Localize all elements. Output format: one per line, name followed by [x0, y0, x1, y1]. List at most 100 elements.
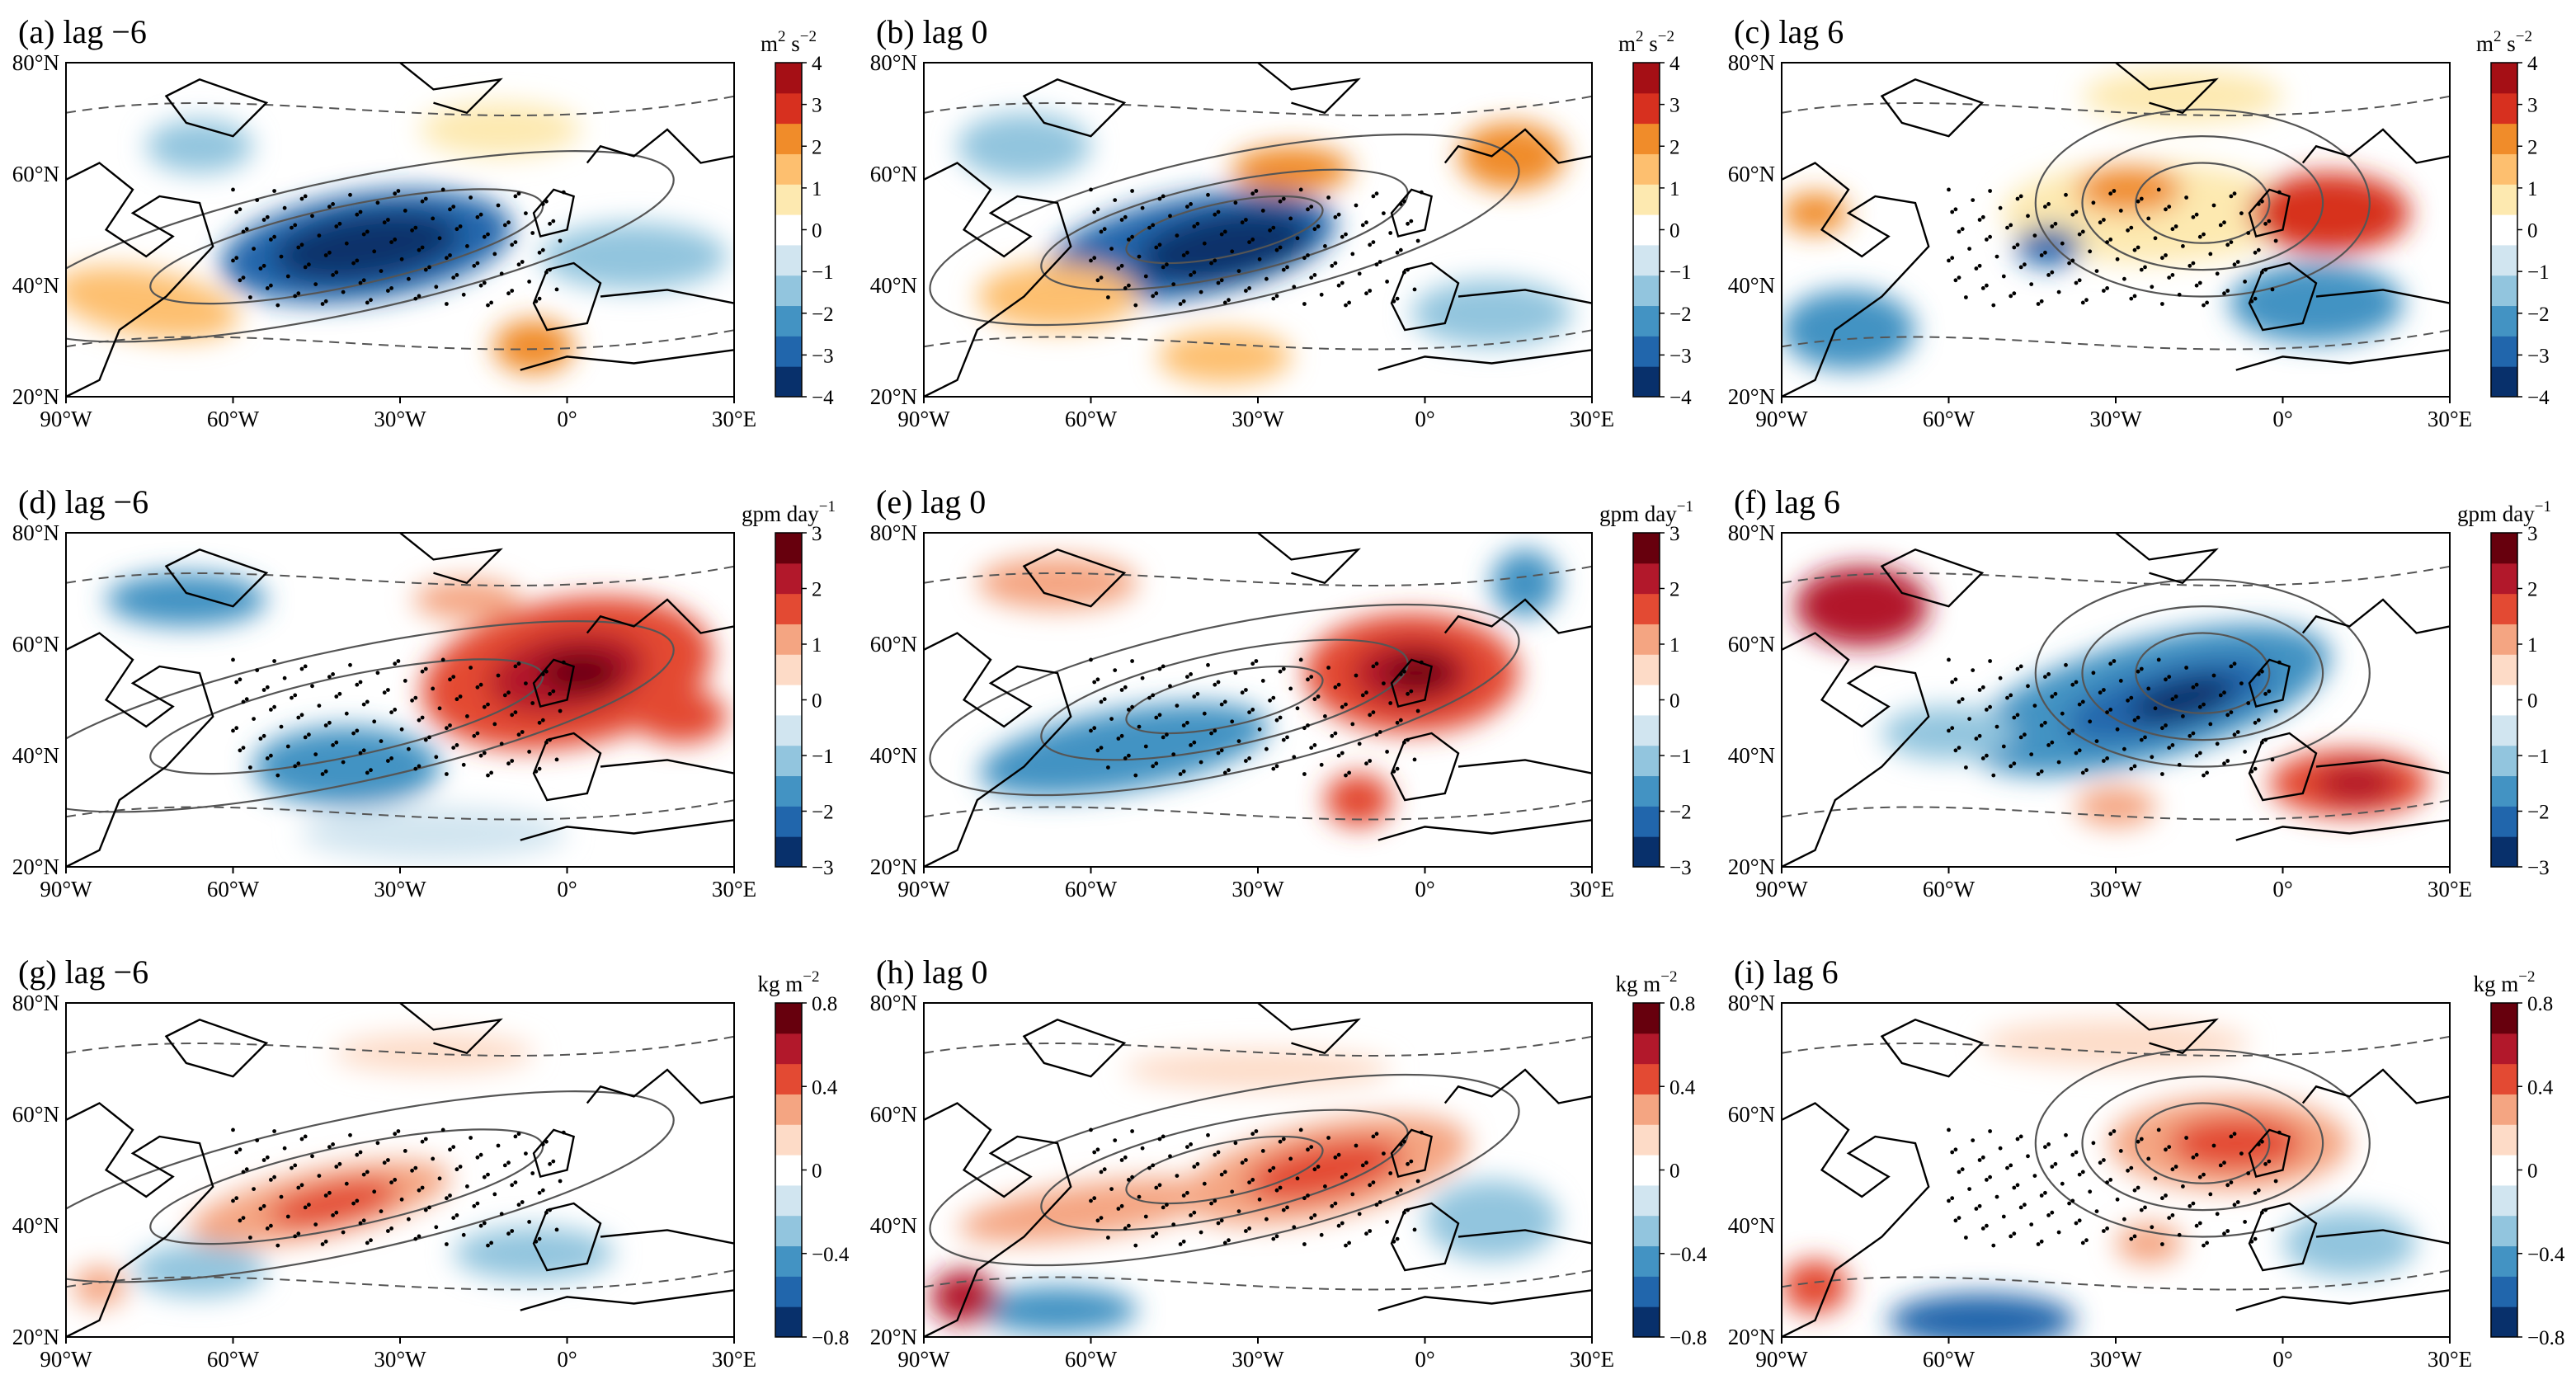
colorbar-segment — [775, 1245, 802, 1277]
colorbar-tick-label: −3 — [812, 345, 834, 367]
colorbar: 0.8 0.4 0 −0.4 −0.8 — [1632, 993, 1707, 1349]
contour-line — [2081, 605, 2324, 741]
colorbar-segment — [2491, 1215, 2517, 1247]
anomaly-shading — [930, 1270, 998, 1324]
coastline — [1458, 1229, 1592, 1245]
colorbar-segment — [775, 305, 802, 337]
lat-tick-label: 20°N — [1728, 384, 1775, 409]
colorbar-tick-label: −0.8 — [2527, 1327, 2564, 1349]
colorbar-segment — [775, 654, 802, 685]
map-field — [1782, 63, 2450, 397]
lon-tick-label: 60°W — [207, 1347, 260, 1372]
colorbar-segment — [2491, 63, 2517, 94]
panel-title: (d) lag −6 — [18, 483, 148, 520]
panel-0-0: (a) lag −680°N 60°N 40°N 20°N90°W 60°W 30°W 0°… — [12, 13, 834, 431]
colorbar-segment — [775, 336, 802, 367]
colorbar-segment — [2491, 1245, 2517, 1277]
panel-title: (c) lag 6 — [1734, 13, 1844, 50]
significance-stippling — [1089, 187, 1424, 308]
anomaly-shading — [2169, 1116, 2303, 1170]
coastline — [2235, 349, 2450, 371]
colorbar-tick-label: 0 — [2527, 1160, 2538, 1183]
coastline — [2315, 759, 2450, 774]
colorbar-segment — [2491, 214, 2517, 246]
coastline — [2235, 1289, 2450, 1311]
lat-tick-label: 20°N — [12, 384, 59, 409]
colorbar-segment — [2491, 1155, 2517, 1186]
colorbar-tick-label: 1 — [1669, 178, 1680, 200]
panel-title: (b) lag 0 — [876, 13, 988, 50]
colorbar-segment — [775, 1215, 802, 1247]
colorbar-segment — [2491, 275, 2517, 307]
coastline — [1443, 598, 1592, 634]
colorbar-segment — [775, 624, 802, 655]
anomaly-shading — [2082, 69, 2283, 123]
lon-tick-label: 30°W — [2089, 877, 2142, 901]
lon-tick-label: 60°W — [1065, 407, 1118, 431]
colorbar-segment — [2491, 244, 2517, 276]
contour-line — [929, 1073, 1520, 1267]
lon-tick-label: 60°W — [1923, 407, 1976, 431]
coastline — [164, 1019, 269, 1078]
lon-tick-label: 30°E — [1570, 407, 1614, 431]
anomaly-shading — [252, 726, 440, 807]
contour-line-dashed — [924, 565, 1592, 586]
colorbar-segment — [2491, 714, 2517, 746]
lon-tick-label: 0° — [1415, 877, 1434, 901]
coastline — [520, 349, 734, 371]
colorbar-segment — [1633, 92, 1660, 125]
panel-title: (e) lag 0 — [876, 483, 986, 520]
colorbar-tick-label: 0.8 — [2527, 993, 2553, 1015]
lon-tick-label: 60°W — [1065, 877, 1118, 901]
coastline — [164, 78, 269, 138]
contour-line-dashed — [66, 1035, 734, 1057]
contour-line — [66, 150, 675, 343]
contour-line-dashed — [66, 1269, 734, 1291]
lon-tick-label: 30°W — [374, 877, 426, 901]
colorbar-segment — [1633, 1215, 1660, 1247]
lat-tick-label: 40°N — [12, 273, 59, 298]
colorbar-segment — [775, 244, 802, 276]
colorbar-segment — [775, 1184, 802, 1217]
lon-tick-label: 60°W — [207, 407, 260, 431]
colorbar-tick-label: 0.4 — [812, 1076, 838, 1099]
coastline — [1782, 632, 1930, 867]
anomaly-shading — [453, 1226, 615, 1281]
colorbar-tick-label: −3 — [1669, 345, 1692, 367]
lat-tick-label: 20°N — [1728, 854, 1775, 879]
anomaly-shading — [2131, 676, 2235, 724]
map-field — [1782, 533, 2450, 867]
colorbar-segment — [775, 275, 802, 307]
colorbar-tick-label: 3 — [2527, 95, 2538, 117]
colorbar-tick-label: 1 — [812, 634, 822, 657]
colorbar-tick-label: −0.8 — [1669, 1327, 1707, 1349]
colorbar-segment — [1633, 1276, 1660, 1307]
colorbar-segment — [775, 593, 802, 624]
colorbar-segment — [775, 1033, 802, 1065]
colorbar-tick-label: −3 — [2527, 857, 2550, 879]
panel-2-1: (h) lag 080°N 60°N 40°N 20°N90°W 60°W 30°W 0° 3… — [870, 953, 1707, 1372]
colorbar-segment — [1633, 836, 1660, 868]
coastline — [1458, 289, 1592, 304]
anomaly-shading — [299, 807, 567, 860]
anomaly-shading — [2229, 263, 2404, 344]
coastline — [1390, 732, 1460, 802]
anomaly-shading — [1782, 192, 1848, 233]
coastline — [399, 63, 503, 115]
anomaly-shading — [1881, 706, 2016, 760]
lat-tick-label: 60°N — [870, 632, 917, 657]
colorbar: 3 2 1 0 −1 −2 −3 — [775, 523, 834, 879]
lat-tick-label: 60°N — [870, 1102, 917, 1127]
coastline — [2115, 1003, 2219, 1055]
anomaly-shading — [957, 112, 1091, 180]
colorbar-unit-label: m2 s−2 — [761, 28, 817, 56]
colorbar-tick-label: −0.8 — [812, 1327, 849, 1349]
lat-tick-label: 80°N — [870, 50, 917, 75]
panel-2-2: (i) lag 680°N 60°N 40°N 20°N90°W 60°W 30°W 0° 3… — [1728, 953, 2565, 1372]
colorbar-segment — [1633, 153, 1660, 185]
anomaly-shading — [133, 1243, 266, 1297]
colorbar-segment — [775, 563, 802, 595]
lon-tick-label: 0° — [557, 877, 577, 901]
colorbar-segment — [1633, 1306, 1660, 1338]
colorbar-segment — [775, 92, 802, 125]
